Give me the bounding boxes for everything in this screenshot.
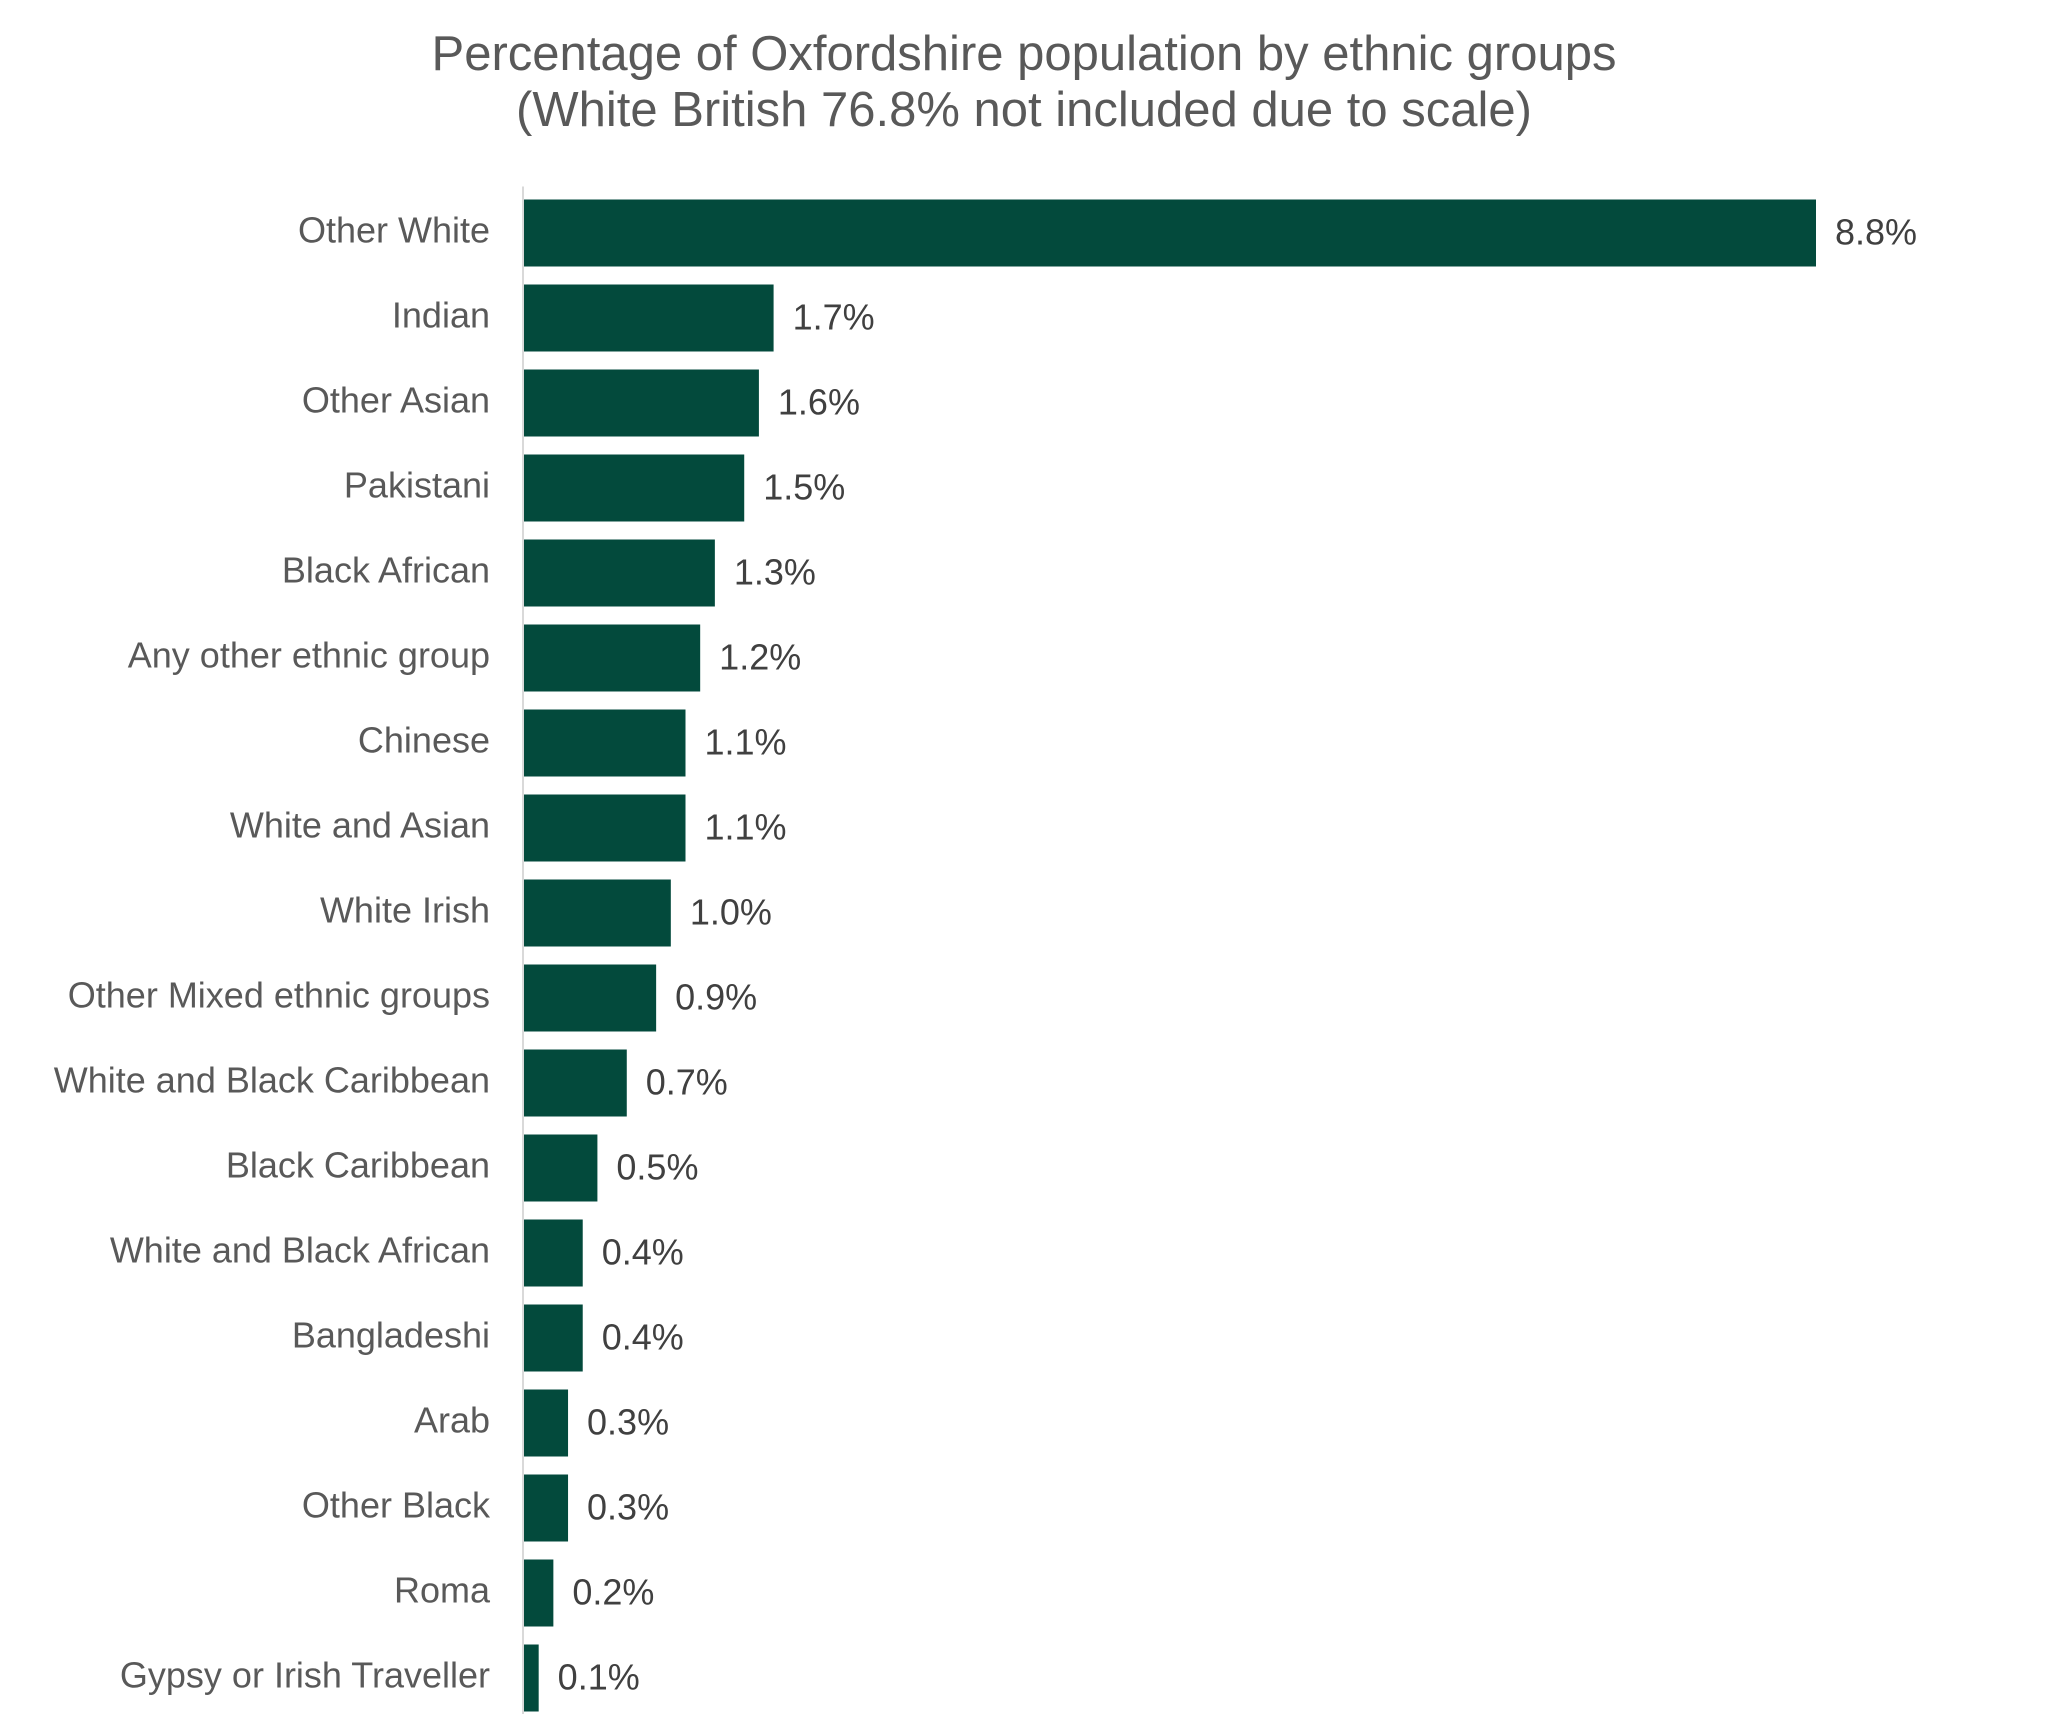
- data-label: 8.8%: [1835, 212, 1917, 253]
- category-label: Other White: [298, 210, 490, 251]
- category-label: Black African: [282, 550, 490, 591]
- category-label: White and Asian: [230, 805, 490, 846]
- bar: [524, 1049, 627, 1117]
- bar: [524, 1134, 598, 1202]
- category-label: Pakistani: [344, 465, 490, 506]
- category-label: Other Black: [302, 1485, 491, 1526]
- data-label: 0.1%: [558, 1657, 640, 1698]
- bar: [524, 1644, 539, 1712]
- bar: [524, 1389, 569, 1457]
- bar: [524, 794, 686, 862]
- bar: [524, 964, 657, 1032]
- data-label: 1.7%: [793, 297, 875, 338]
- category-label: Gypsy or Irish Traveller: [120, 1655, 490, 1696]
- category-label: White and Black African: [110, 1230, 490, 1271]
- data-label: 1.1%: [705, 807, 787, 848]
- bar: [524, 369, 759, 437]
- category-label: Black Caribbean: [226, 1145, 490, 1186]
- bar: [524, 199, 1816, 267]
- bar: [524, 1304, 583, 1372]
- data-label: 0.7%: [646, 1062, 728, 1103]
- chart-title: Percentage of Oxfordshire population by …: [431, 27, 1617, 81]
- category-label: White and Black Caribbean: [54, 1060, 490, 1101]
- data-label: 0.5%: [616, 1147, 698, 1188]
- chart-subtitle: (White British 76.8% not included due to…: [516, 83, 1532, 137]
- bar: [524, 454, 745, 522]
- data-label: 1.5%: [763, 467, 845, 508]
- data-label: 1.6%: [778, 382, 860, 423]
- category-label: Chinese: [358, 720, 490, 761]
- data-label: 0.3%: [587, 1487, 669, 1528]
- bar: [524, 624, 701, 692]
- data-label: 1.2%: [719, 637, 801, 678]
- bar: [524, 709, 686, 777]
- data-label: 0.4%: [602, 1232, 684, 1273]
- bar: [524, 1219, 583, 1287]
- bar: [524, 879, 671, 947]
- data-label: 0.2%: [572, 1572, 654, 1613]
- bar: [524, 1474, 569, 1542]
- category-label: Other Asian: [302, 380, 490, 421]
- category-label: Arab: [414, 1400, 490, 1441]
- data-label: 1.1%: [705, 722, 787, 763]
- category-label: Other Mixed ethnic groups: [68, 975, 490, 1016]
- bar: [524, 284, 774, 352]
- data-label: 0.3%: [587, 1402, 669, 1443]
- bar: [524, 539, 715, 607]
- bar: [524, 1559, 554, 1627]
- data-label: 1.3%: [734, 552, 816, 593]
- category-label: Indian: [392, 295, 490, 336]
- category-label: Roma: [394, 1570, 491, 1611]
- category-label: White Irish: [320, 890, 490, 931]
- category-label: Any other ethnic group: [128, 635, 490, 676]
- data-label: 0.4%: [602, 1317, 684, 1358]
- data-label: 1.0%: [690, 892, 772, 933]
- data-label: 0.9%: [675, 977, 757, 1018]
- category-label: Bangladeshi: [292, 1315, 490, 1356]
